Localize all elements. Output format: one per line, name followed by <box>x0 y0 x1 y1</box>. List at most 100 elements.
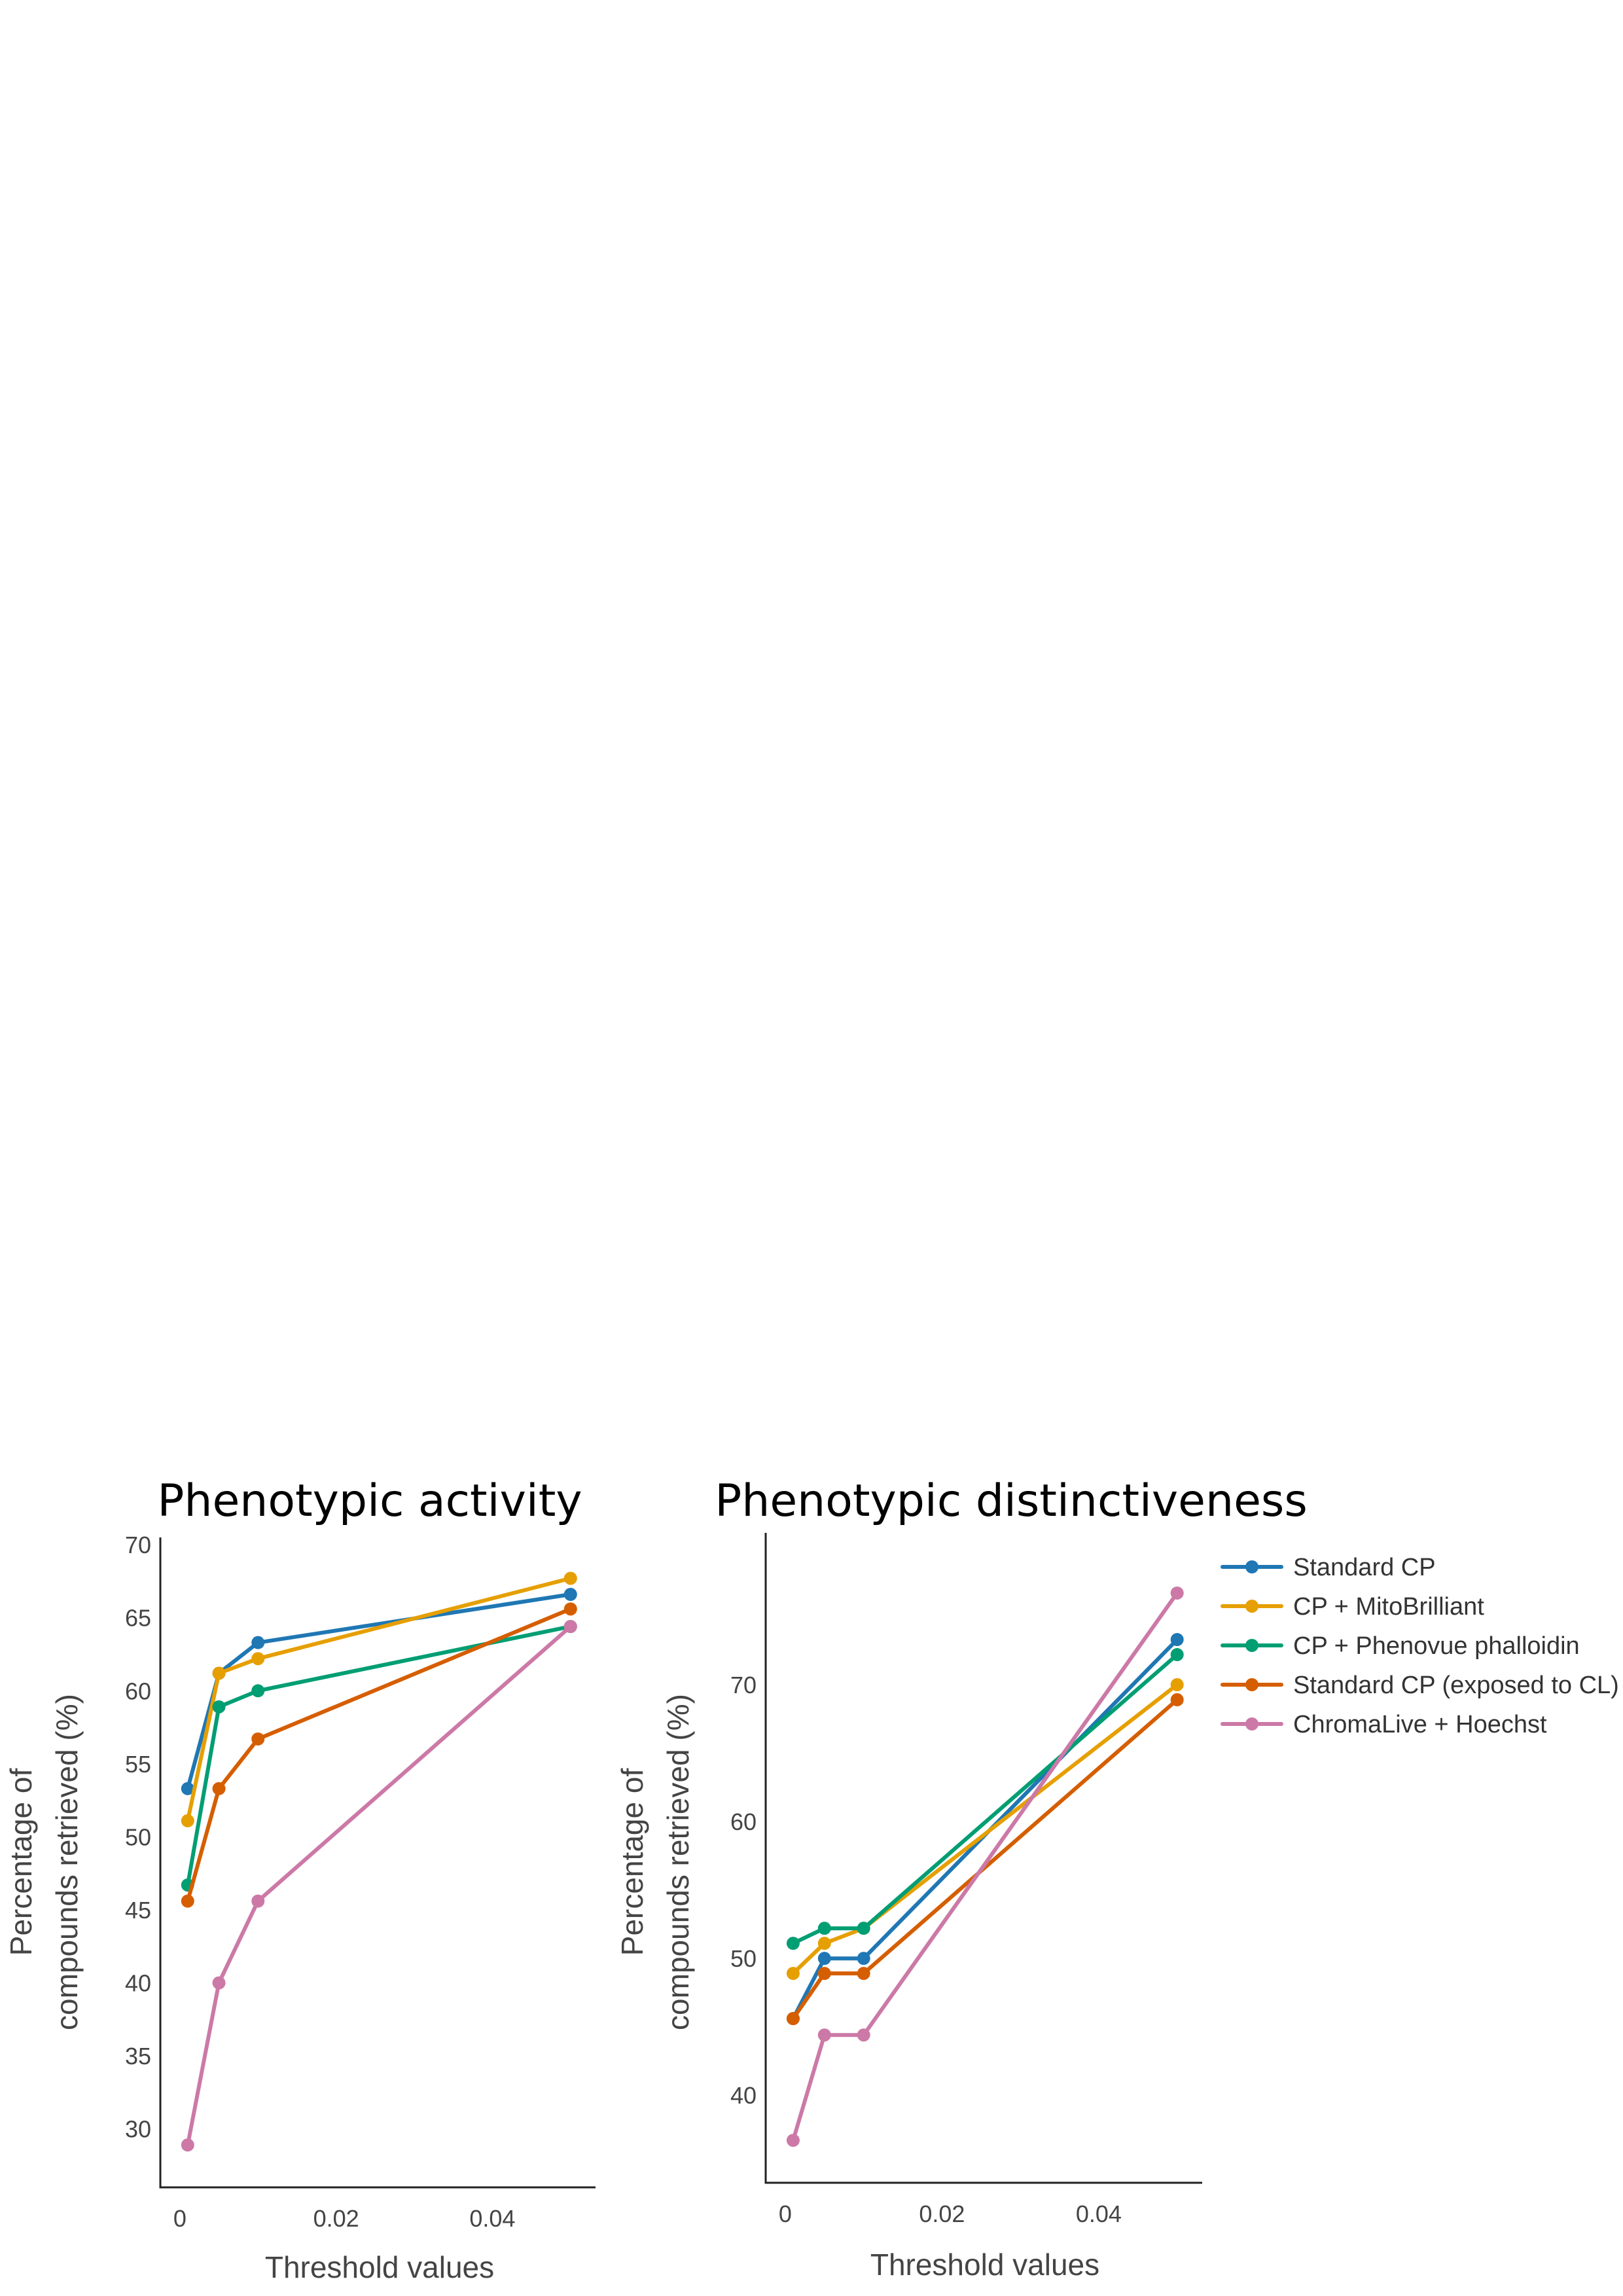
data-point-cp-phenovue-phalloidin <box>817 1922 831 1935</box>
data-point-cp-phenovue-phalloidin <box>251 1684 265 1698</box>
data-point-cp-mitobrilliant <box>251 1652 265 1666</box>
x-axis-label: Threshold values <box>870 2248 1099 2282</box>
series-group <box>786 1586 1184 2147</box>
data-point-cp-mitobrilliant <box>786 1967 800 1981</box>
series-line-standard-cp-exposed-to-cl <box>791 1698 1179 2021</box>
data-point-cp-mitobrilliant <box>1170 1678 1184 1692</box>
legend-swatch-marker <box>1245 1717 1258 1731</box>
data-point-standard-cp-exposed-to-cl <box>563 1602 577 1616</box>
x-tick-label: 0.04 <box>1076 2200 1122 2227</box>
data-point-standard-cp-exposed-to-cl <box>786 2012 800 2026</box>
chart-title: Phenotypic activity <box>157 1475 582 1527</box>
legend-label: Standard CP <box>1293 1554 1436 1581</box>
y-tick-label: 55 <box>125 1751 151 1778</box>
data-point-cp-mitobrilliant <box>563 1571 577 1585</box>
y-tick-label: 70 <box>125 1532 151 1558</box>
data-point-cp-phenovue-phalloidin <box>786 1937 800 1950</box>
series-cp-mitobrilliant <box>786 1678 1184 1981</box>
series-line-standard-cp-exposed-to-cl <box>185 1607 573 1903</box>
data-point-standard-cp-exposed-to-cl <box>1170 1693 1184 1707</box>
data-point-cp-phenovue-phalloidin <box>857 1922 870 1935</box>
x-tick-labels: 0 0.02 0.04 <box>173 2205 516 2232</box>
legend-swatch-marker <box>1245 1639 1258 1652</box>
axes-frame <box>159 1537 596 2189</box>
chart-phenotypic-activity: Phenotypic activity 30 35 40 45 50 55 60 65 70 0… <box>4 1475 596 2284</box>
data-point-standard-cp-exposed-to-cl <box>181 1894 194 1908</box>
y-axis-label-line-1: Percentage of <box>615 1768 649 1956</box>
y-axis-label-line-2: compounds retrieved (%) <box>50 1694 84 2030</box>
data-point-standard-cp <box>181 1782 194 1795</box>
series-line-standard-cp <box>791 1638 1179 2021</box>
data-point-chromalive-hoechst <box>251 1894 265 1908</box>
data-point-cp-mitobrilliant <box>181 1814 194 1827</box>
data-point-chromalive-hoechst <box>817 2028 831 2042</box>
series-cp-mitobrilliant <box>181 1571 577 1827</box>
data-point-standard-cp <box>563 1588 577 1602</box>
legend-item-chromalive-hoechst: ChromaLive + Hoechst <box>1221 1711 1547 1738</box>
data-point-chromalive-hoechst <box>181 2138 194 2152</box>
x-tick-labels: 0 0.02 0.04 <box>779 2200 1122 2227</box>
y-tick-labels: 30 35 40 45 50 55 60 65 70 <box>125 1532 151 2143</box>
y-tick-label: 45 <box>125 1897 151 1924</box>
y-tick-label: 65 <box>125 1605 151 1632</box>
legend-label: ChromaLive + Hoechst <box>1293 1711 1547 1738</box>
series-standard-cp <box>786 1633 1184 2026</box>
series-group <box>181 1571 577 2152</box>
y-tick-label: 40 <box>125 1970 151 1997</box>
data-point-cp-phenovue-phalloidin <box>1170 1648 1184 1662</box>
data-point-chromalive-hoechst <box>1170 1586 1184 1600</box>
data-point-chromalive-hoechst <box>563 1620 577 1634</box>
series-chromalive-hoechst <box>181 1620 577 2152</box>
legend-label: Standard CP (exposed to CL) <box>1293 1672 1619 1699</box>
y-axis-label-line-1: Percentage of <box>4 1768 38 1956</box>
series-line-cp-phenovue-phalloidin <box>185 1624 573 1888</box>
series-line-standard-cp <box>185 1592 573 1791</box>
y-tick-label: 40 <box>730 2082 757 2109</box>
data-point-standard-cp <box>251 1636 265 1649</box>
data-point-standard-cp <box>857 1952 870 1965</box>
legend-item-standard-cp: Standard CP <box>1221 1554 1436 1581</box>
legend-item-cp-phenovue-phalloidin: CP + Phenovue phalloidin <box>1221 1632 1580 1660</box>
legend-swatch-marker <box>1245 1678 1258 1691</box>
x-tick-label: 0 <box>173 2205 187 2232</box>
series-cp-phenovue-phalloidin <box>181 1620 577 1892</box>
legend-label: CP + Phenovue phalloidin <box>1293 1632 1580 1660</box>
data-point-standard-cp-exposed-to-cl <box>251 1732 265 1746</box>
legend-item-standard-cp-exposed-to-cl: Standard CP (exposed to CL) <box>1221 1672 1619 1699</box>
series-line-cp-mitobrilliant <box>791 1683 1179 1976</box>
series-line-chromalive-hoechst <box>791 1591 1179 2143</box>
y-axis-label: Percentage of compounds retrieved (%) <box>615 1694 695 2030</box>
legend-item-cp-mitobrilliant: CP + MitoBrilliant <box>1221 1593 1484 1621</box>
data-point-cp-mitobrilliant <box>212 1666 226 1680</box>
series-standard-cp-exposed-to-cl <box>181 1602 577 1908</box>
y-axis-label: Percentage of compounds retrieved (%) <box>4 1694 84 2030</box>
y-tick-label: 70 <box>730 1672 757 1698</box>
data-point-standard-cp <box>1170 1633 1184 1647</box>
data-point-cp-phenovue-phalloidin <box>212 1700 226 1713</box>
data-point-standard-cp-exposed-to-cl <box>817 1967 831 1981</box>
legend-label: CP + MitoBrilliant <box>1293 1593 1484 1621</box>
legend-swatch-marker <box>1245 1560 1258 1573</box>
data-point-chromalive-hoechst <box>857 2028 870 2042</box>
series-line-cp-mitobrilliant <box>185 1576 573 1823</box>
x-tick-label: 0.02 <box>313 2205 359 2232</box>
chart-title: Phenotypic distinctiveness <box>715 1475 1308 1527</box>
series-chromalive-hoechst <box>786 1586 1184 2147</box>
series-line-cp-phenovue-phalloidin <box>791 1653 1179 1946</box>
series-line-chromalive-hoechst <box>185 1624 573 2147</box>
y-tick-label: 35 <box>125 2043 151 2070</box>
data-point-cp-mitobrilliant <box>817 1937 831 1950</box>
y-axis-label-line-2: compounds retrieved (%) <box>661 1694 695 2030</box>
legend-swatch-marker <box>1245 1600 1258 1613</box>
data-point-chromalive-hoechst <box>786 2134 800 2147</box>
x-tick-label: 0.02 <box>919 2200 965 2227</box>
legend: Standard CP CP + MitoBrilliant CP + Phenov… <box>1221 1554 1619 1738</box>
x-tick-label: 0.04 <box>469 2205 515 2232</box>
data-point-standard-cp-exposed-to-cl <box>212 1782 226 1795</box>
y-tick-label: 60 <box>125 1677 151 1704</box>
axes-frame <box>764 1533 1202 2184</box>
y-tick-labels: 40 50 60 70 <box>730 1672 757 2109</box>
chart-phenotypic-distinctiveness: Phenotypic distinctiveness 40 50 60 70 0 0.0… <box>615 1475 1308 2282</box>
y-tick-label: 30 <box>125 2116 151 2143</box>
